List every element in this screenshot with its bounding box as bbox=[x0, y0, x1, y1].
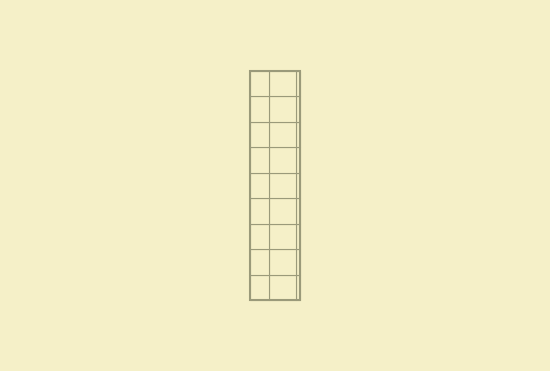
Bar bbox=[250, 96, 268, 122]
Bar bbox=[268, 275, 296, 300]
Bar bbox=[250, 198, 268, 224]
Bar bbox=[250, 71, 300, 300]
Bar bbox=[250, 249, 268, 275]
Bar bbox=[268, 249, 296, 275]
Bar bbox=[250, 275, 268, 300]
Bar bbox=[296, 249, 300, 275]
Bar bbox=[296, 96, 300, 122]
Bar bbox=[250, 71, 268, 96]
Bar bbox=[268, 173, 296, 198]
Bar bbox=[250, 224, 268, 249]
Bar bbox=[250, 122, 268, 147]
Bar bbox=[296, 147, 300, 173]
Bar bbox=[296, 71, 300, 96]
Bar bbox=[296, 122, 300, 147]
Bar bbox=[296, 173, 300, 198]
Bar bbox=[296, 275, 300, 300]
Bar bbox=[268, 224, 296, 249]
Bar bbox=[268, 71, 296, 96]
Bar bbox=[268, 198, 296, 224]
Bar bbox=[268, 122, 296, 147]
Bar bbox=[296, 198, 300, 224]
Bar bbox=[296, 224, 300, 249]
Bar bbox=[268, 96, 296, 122]
Bar bbox=[250, 147, 268, 173]
Bar bbox=[268, 147, 296, 173]
Bar bbox=[250, 173, 268, 198]
